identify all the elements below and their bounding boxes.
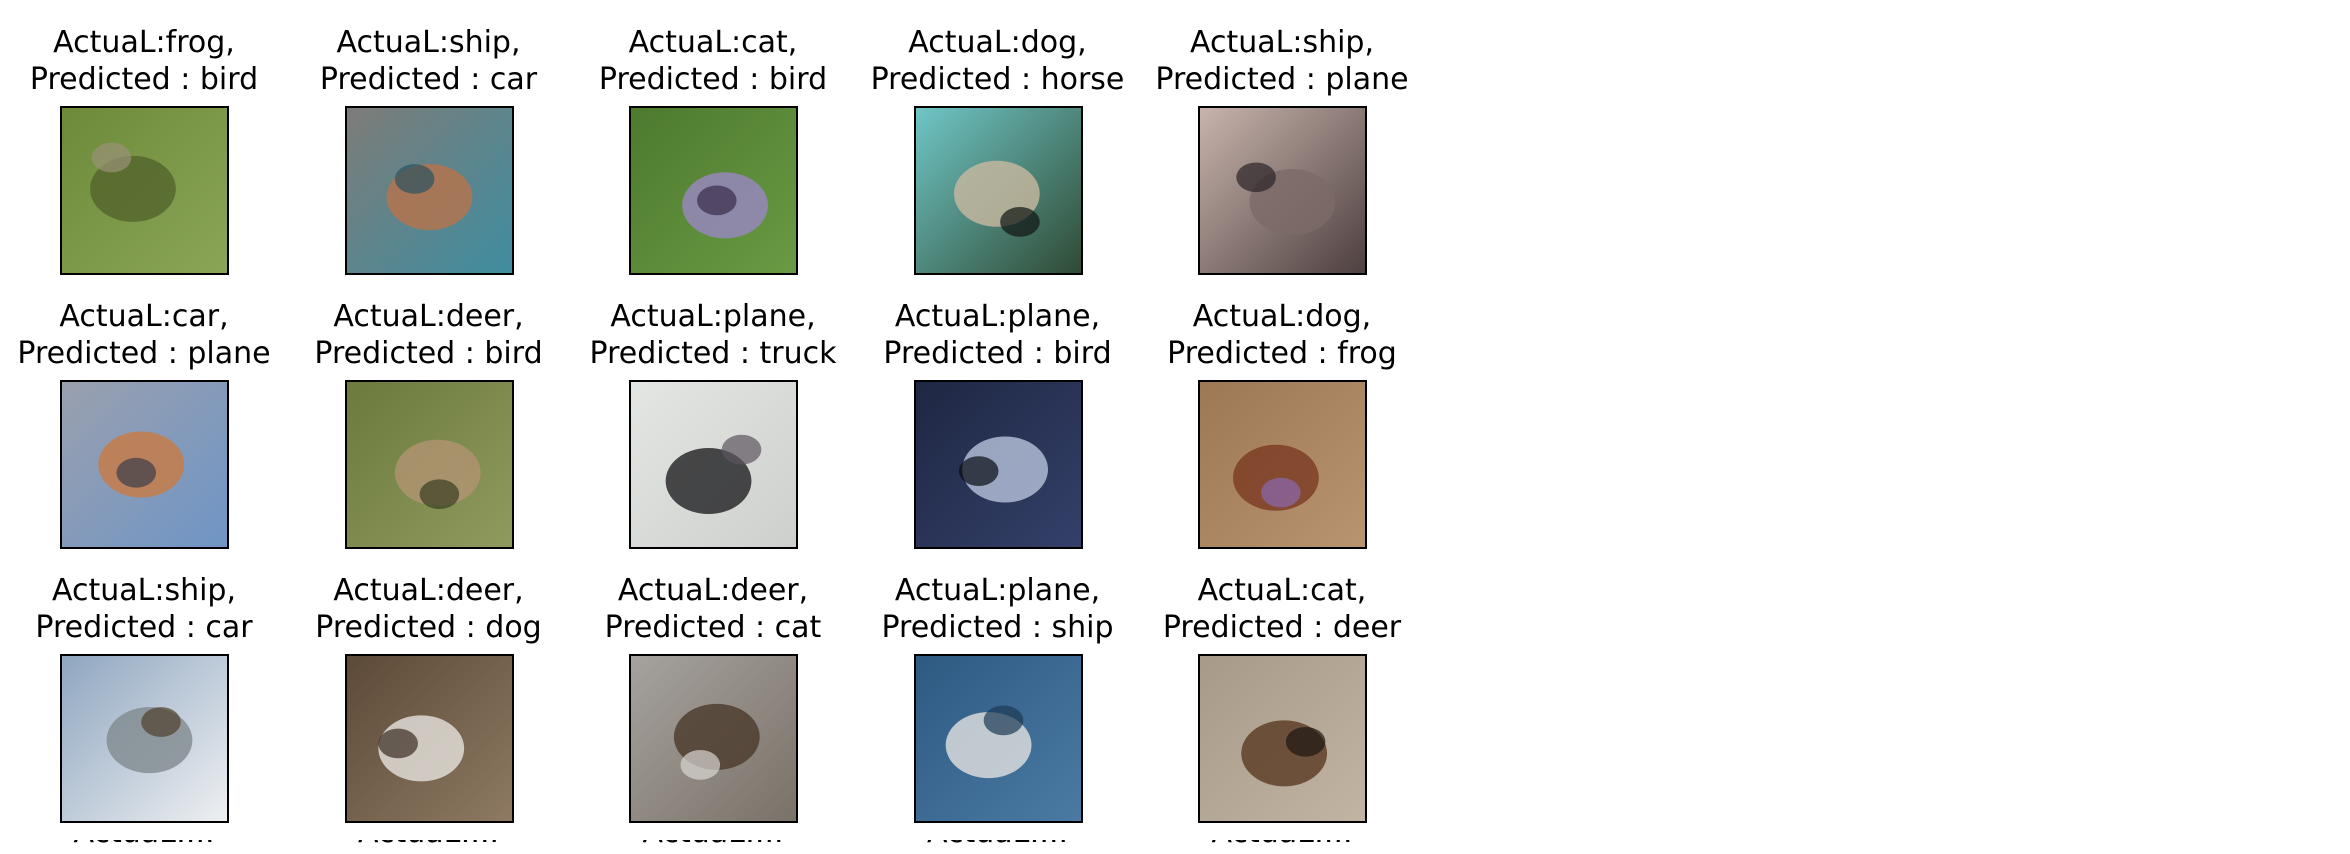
predicted-label: Predicted : frog <box>1167 336 1397 371</box>
sample-image <box>913 380 1083 549</box>
predicted-label: Predicted : bird <box>883 336 1112 371</box>
panel-title: ActuaL:deer, Predicted : dog <box>287 572 571 646</box>
actual-label: ActuaL:deer, <box>333 573 524 608</box>
panel-title: ActuaL:plane, Predicted : truck <box>571 298 855 372</box>
panel-title: ActuaL:cat, Predicted : deer <box>1140 572 1424 646</box>
cut-off-title: ActuaL:... <box>856 840 1140 851</box>
predicted-label: Predicted : ship <box>881 610 1114 645</box>
sample-image <box>344 380 514 549</box>
actual-label: ActuaL:dog, <box>908 25 1087 60</box>
prediction-panel: ActuaL:deer, Predicted : bird <box>287 274 571 549</box>
actual-label: ActuaL:plane, <box>610 299 816 334</box>
prediction-panel: ActuaL:frog, Predicted : bird <box>2 0 286 275</box>
actual-label: ActuaL:ship, <box>51 573 237 608</box>
sample-image <box>629 654 798 823</box>
panel-title: ActuaL:deer, Predicted : cat <box>571 572 855 646</box>
sample-image <box>629 106 798 275</box>
actual-label: ActuaL:plane, <box>894 299 1101 334</box>
prediction-panel: ActuaL:ship, Predicted : car <box>2 548 286 823</box>
panel-title: ActuaL:car, Predicted : plane <box>2 298 286 372</box>
sample-image <box>913 106 1083 275</box>
cut-off-title: ActuaL:... <box>1140 840 1424 851</box>
cut-off-title: ActuaL:... <box>287 840 571 851</box>
panel-title: ActuaL:deer, Predicted : bird <box>287 298 571 372</box>
prediction-panel: ActuaL:ship, Predicted : plane <box>1140 0 1424 275</box>
prediction-panel: ActuaL:plane, Predicted : bird <box>856 274 1140 549</box>
sample-image <box>60 654 229 823</box>
actual-label: ActuaL:deer, <box>617 573 809 608</box>
predicted-label: Predicted : cat <box>604 610 822 645</box>
sample-image <box>344 654 514 823</box>
sample-image <box>629 380 798 549</box>
actual-label: ActuaL:ship, <box>336 25 521 60</box>
predicted-label: Predicted : bird <box>314 336 543 371</box>
prediction-panel: ActuaL:cat, Predicted : deer <box>1140 548 1424 823</box>
predicted-label: Predicted : bird <box>598 62 828 97</box>
actual-label: ActuaL:dog, <box>1192 299 1372 334</box>
prediction-panel: ActuaL:ship, Predicted : car <box>287 0 571 275</box>
actual-label: ActuaL:frog, <box>53 25 235 60</box>
panel-title: ActuaL:ship, Predicted : plane <box>1140 24 1424 98</box>
panel-title: ActuaL:dog, Predicted : horse <box>856 24 1140 98</box>
sample-image <box>913 654 1083 823</box>
cut-off-row: ActuaL:...ActuaL:...ActuaL:...ActuaL:...… <box>0 840 2350 854</box>
predicted-label: Predicted : horse <box>870 62 1125 97</box>
predicted-label: Predicted : plane <box>17 336 271 371</box>
prediction-panel: ActuaL:plane, Predicted : ship <box>856 548 1140 823</box>
sample-image <box>1198 654 1367 823</box>
cut-off-title: ActuaL:... <box>571 840 855 851</box>
panel-title: ActuaL:cat, Predicted : bird <box>571 24 855 98</box>
sample-image <box>344 106 514 275</box>
actual-label: ActuaL:cat, <box>1197 573 1367 608</box>
prediction-panel: ActuaL:deer, Predicted : cat <box>571 548 855 823</box>
actual-label: ActuaL:deer, <box>333 299 524 334</box>
sample-image <box>60 106 229 275</box>
prediction-panel: ActuaL:dog, Predicted : frog <box>1140 274 1424 549</box>
actual-label: ActuaL:ship, <box>1189 25 1375 60</box>
predicted-label: Predicted : car <box>319 62 538 97</box>
prediction-panel: ActuaL:cat, Predicted : bird <box>571 0 855 275</box>
prediction-panel: ActuaL:plane, Predicted : truck <box>571 274 855 549</box>
prediction-panel: ActuaL:car, Predicted : plane <box>2 274 286 549</box>
panel-title: ActuaL:ship, Predicted : car <box>2 572 286 646</box>
panel-title: ActuaL:plane, Predicted : ship <box>856 572 1140 646</box>
sample-image <box>60 380 229 549</box>
predicted-label: Predicted : plane <box>1155 62 1409 97</box>
panel-title: ActuaL:frog, Predicted : bird <box>2 24 286 98</box>
actual-label: ActuaL:plane, <box>894 573 1101 608</box>
prediction-panel: ActuaL:deer, Predicted : dog <box>287 548 571 823</box>
sample-image <box>1198 106 1367 275</box>
predicted-label: Predicted : bird <box>29 62 259 97</box>
cut-off-title: ActuaL:... <box>2 840 286 851</box>
predicted-label: Predicted : truck <box>589 336 837 371</box>
actual-label: ActuaL:cat, <box>628 25 798 60</box>
panel-title: ActuaL:ship, Predicted : car <box>287 24 571 98</box>
prediction-panel: ActuaL:dog, Predicted : horse <box>856 0 1140 275</box>
actual-label: ActuaL:car, <box>59 299 229 334</box>
predicted-label: Predicted : dog <box>315 610 542 645</box>
predicted-label: Predicted : car <box>35 610 253 645</box>
predicted-label: Predicted : deer <box>1162 610 1402 645</box>
panel-title: ActuaL:dog, Predicted : frog <box>1140 298 1424 372</box>
panel-title: ActuaL:plane, Predicted : bird <box>856 298 1140 372</box>
sample-image <box>1198 380 1367 549</box>
